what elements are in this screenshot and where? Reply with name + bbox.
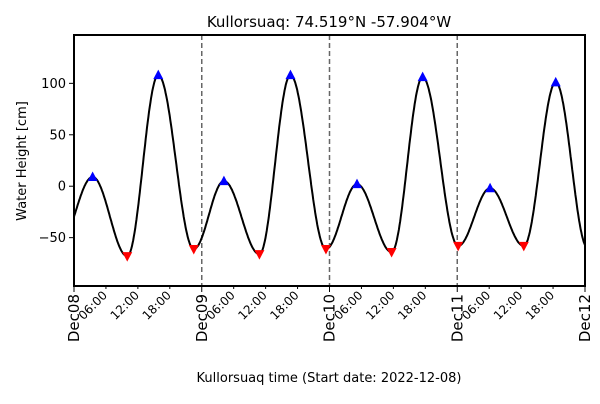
x-minor-tick-label-5: 18:00: [267, 288, 301, 322]
low-tide-marker-13: [518, 241, 529, 252]
y-tick-label-1: 0: [58, 180, 66, 195]
y-tick-label-0: −50: [39, 231, 66, 246]
high-tide-marker-14: [550, 76, 561, 87]
low-tide-marker-1: [122, 252, 133, 262]
y-tick-label-2: 50: [49, 128, 66, 143]
low-tide-marker-9: [386, 248, 397, 258]
plot-frame: [73, 34, 586, 287]
x-minor-tick-label-4: 12:00: [235, 288, 269, 322]
x-major-tick-label-3: Dec11: [448, 294, 466, 342]
x-major-tick-label-4: Dec12: [576, 294, 594, 342]
low-tide-marker-7: [320, 244, 331, 255]
high-tide-marker-2: [153, 69, 164, 80]
high-tide-marker-12: [485, 182, 496, 193]
x-axis-ticks: Dec08 Dec09 Dec10 Dec11 Dec1206:0012:0018:00…: [65, 286, 594, 342]
x-axis-label: Kullorsuaq time (Start date: 2022-12-08): [197, 371, 462, 386]
low-tide-marker-5: [254, 250, 265, 260]
extrema-markers: [87, 69, 561, 262]
high-tide-marker-10: [417, 71, 428, 82]
x-minor-tick-label-2: 18:00: [140, 288, 174, 322]
x-minor-tick-label-7: 12:00: [363, 288, 397, 322]
x-major-tick-label-0: Dec08: [65, 294, 83, 342]
x-major-tick-label-1: Dec09: [193, 294, 211, 342]
y-axis-ticks: −50 0 50 100: [39, 77, 74, 246]
high-tide-marker-4: [218, 175, 229, 186]
high-tide-marker-8: [352, 178, 363, 189]
high-tide-marker-0: [87, 171, 98, 181]
x-minor-tick-label-11: 18:00: [523, 288, 557, 322]
y-axis-label: Water Height [cm]: [15, 101, 30, 221]
high-tide-marker-6: [285, 69, 296, 80]
x-minor-tick-label-1: 12:00: [108, 288, 142, 322]
x-major-tick-label-2: Dec10: [321, 294, 339, 342]
x-minor-tick-label-10: 12:00: [491, 288, 525, 322]
low-tide-marker-11: [453, 241, 464, 252]
low-tide-marker-3: [188, 244, 199, 255]
day-separators: [201, 35, 458, 286]
chart-title: Kullorsuaq: 74.519°N -57.904°W: [207, 13, 452, 31]
y-tick-label-3: 100: [41, 77, 66, 92]
x-minor-tick-label-8: 18:00: [395, 288, 429, 322]
